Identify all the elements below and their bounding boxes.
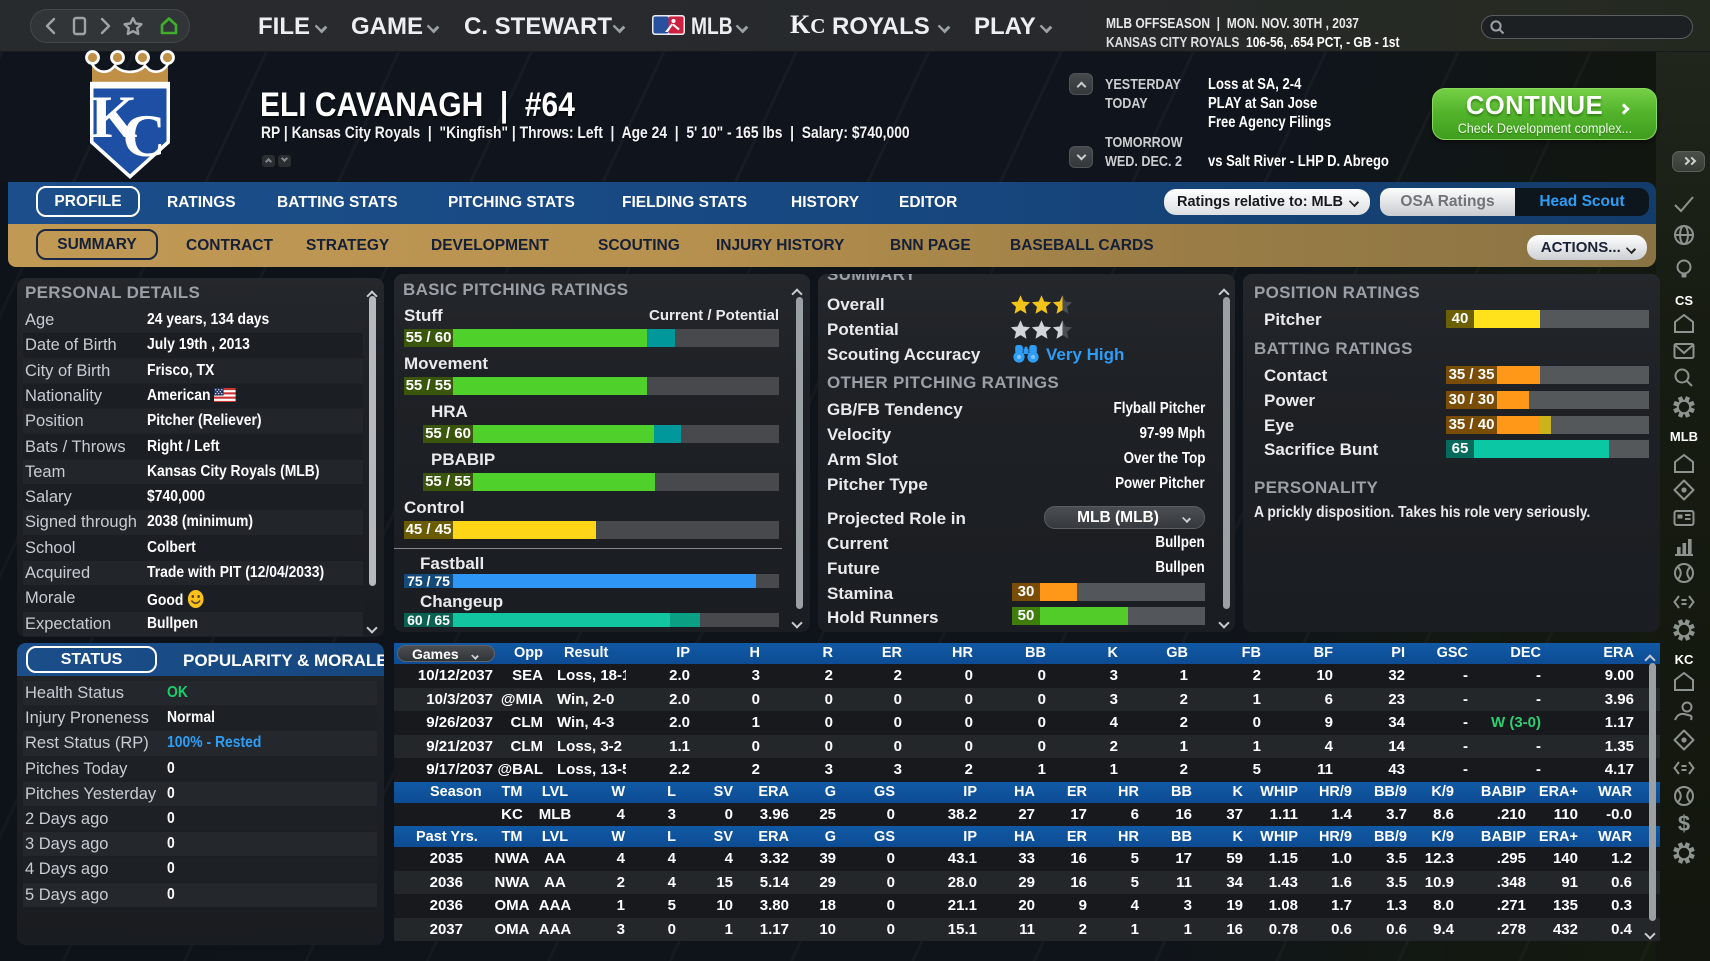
svg-text:C: C <box>122 103 165 169</box>
svg-text:K: K <box>91 84 138 150</box>
